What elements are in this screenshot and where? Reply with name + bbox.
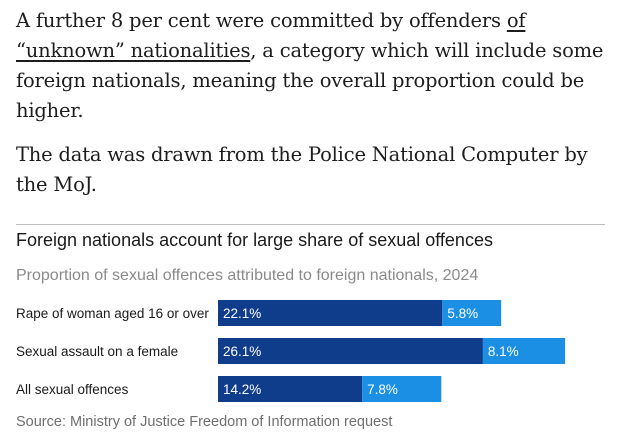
bar-segment	[218, 338, 483, 364]
bar-segment	[482, 338, 566, 364]
data-label: 14.2%	[223, 382, 261, 397]
data-label: 7.8%	[367, 382, 398, 397]
data-label: 5.8%	[447, 306, 478, 321]
article-paragraph: A further 8 per cent were committed by o…	[16, 6, 616, 126]
bar-segment	[362, 376, 442, 402]
paragraph-text: , a category which will include some for…	[16, 39, 604, 122]
category-label: All sexual offences	[16, 382, 129, 397]
bar-segment	[442, 300, 502, 326]
unknown-nationalities-link[interactable]: of “unknown” nationalities	[16, 9, 526, 62]
bar-segment	[218, 376, 363, 402]
data-label: 26.1%	[223, 344, 261, 359]
category-label: Sexual assault on a female	[16, 344, 178, 359]
bar-chart: Rape of woman aged 16 or over 22.1% 5.8% Se…	[16, 300, 566, 402]
divider	[16, 224, 605, 225]
category-label: Rape of woman aged 16 or over	[16, 306, 209, 321]
bar-segment	[218, 300, 443, 326]
chart-title: Foreign nationals account for large shar…	[16, 230, 493, 250]
chart-source: Source: Ministry of Justice Freedom of I…	[16, 414, 393, 430]
data-label: 8.1%	[488, 344, 519, 359]
chart-subtitle: Proportion of sexual offences attributed…	[16, 267, 479, 284]
data-label: 22.1%	[223, 306, 261, 321]
paragraph-text: A further 8 per cent were committed by o…	[16, 9, 507, 32]
article-body: A further 8 per cent were committed by o…	[16, 6, 616, 200]
article-paragraph: The data was drawn from the Police Natio…	[16, 143, 588, 196]
